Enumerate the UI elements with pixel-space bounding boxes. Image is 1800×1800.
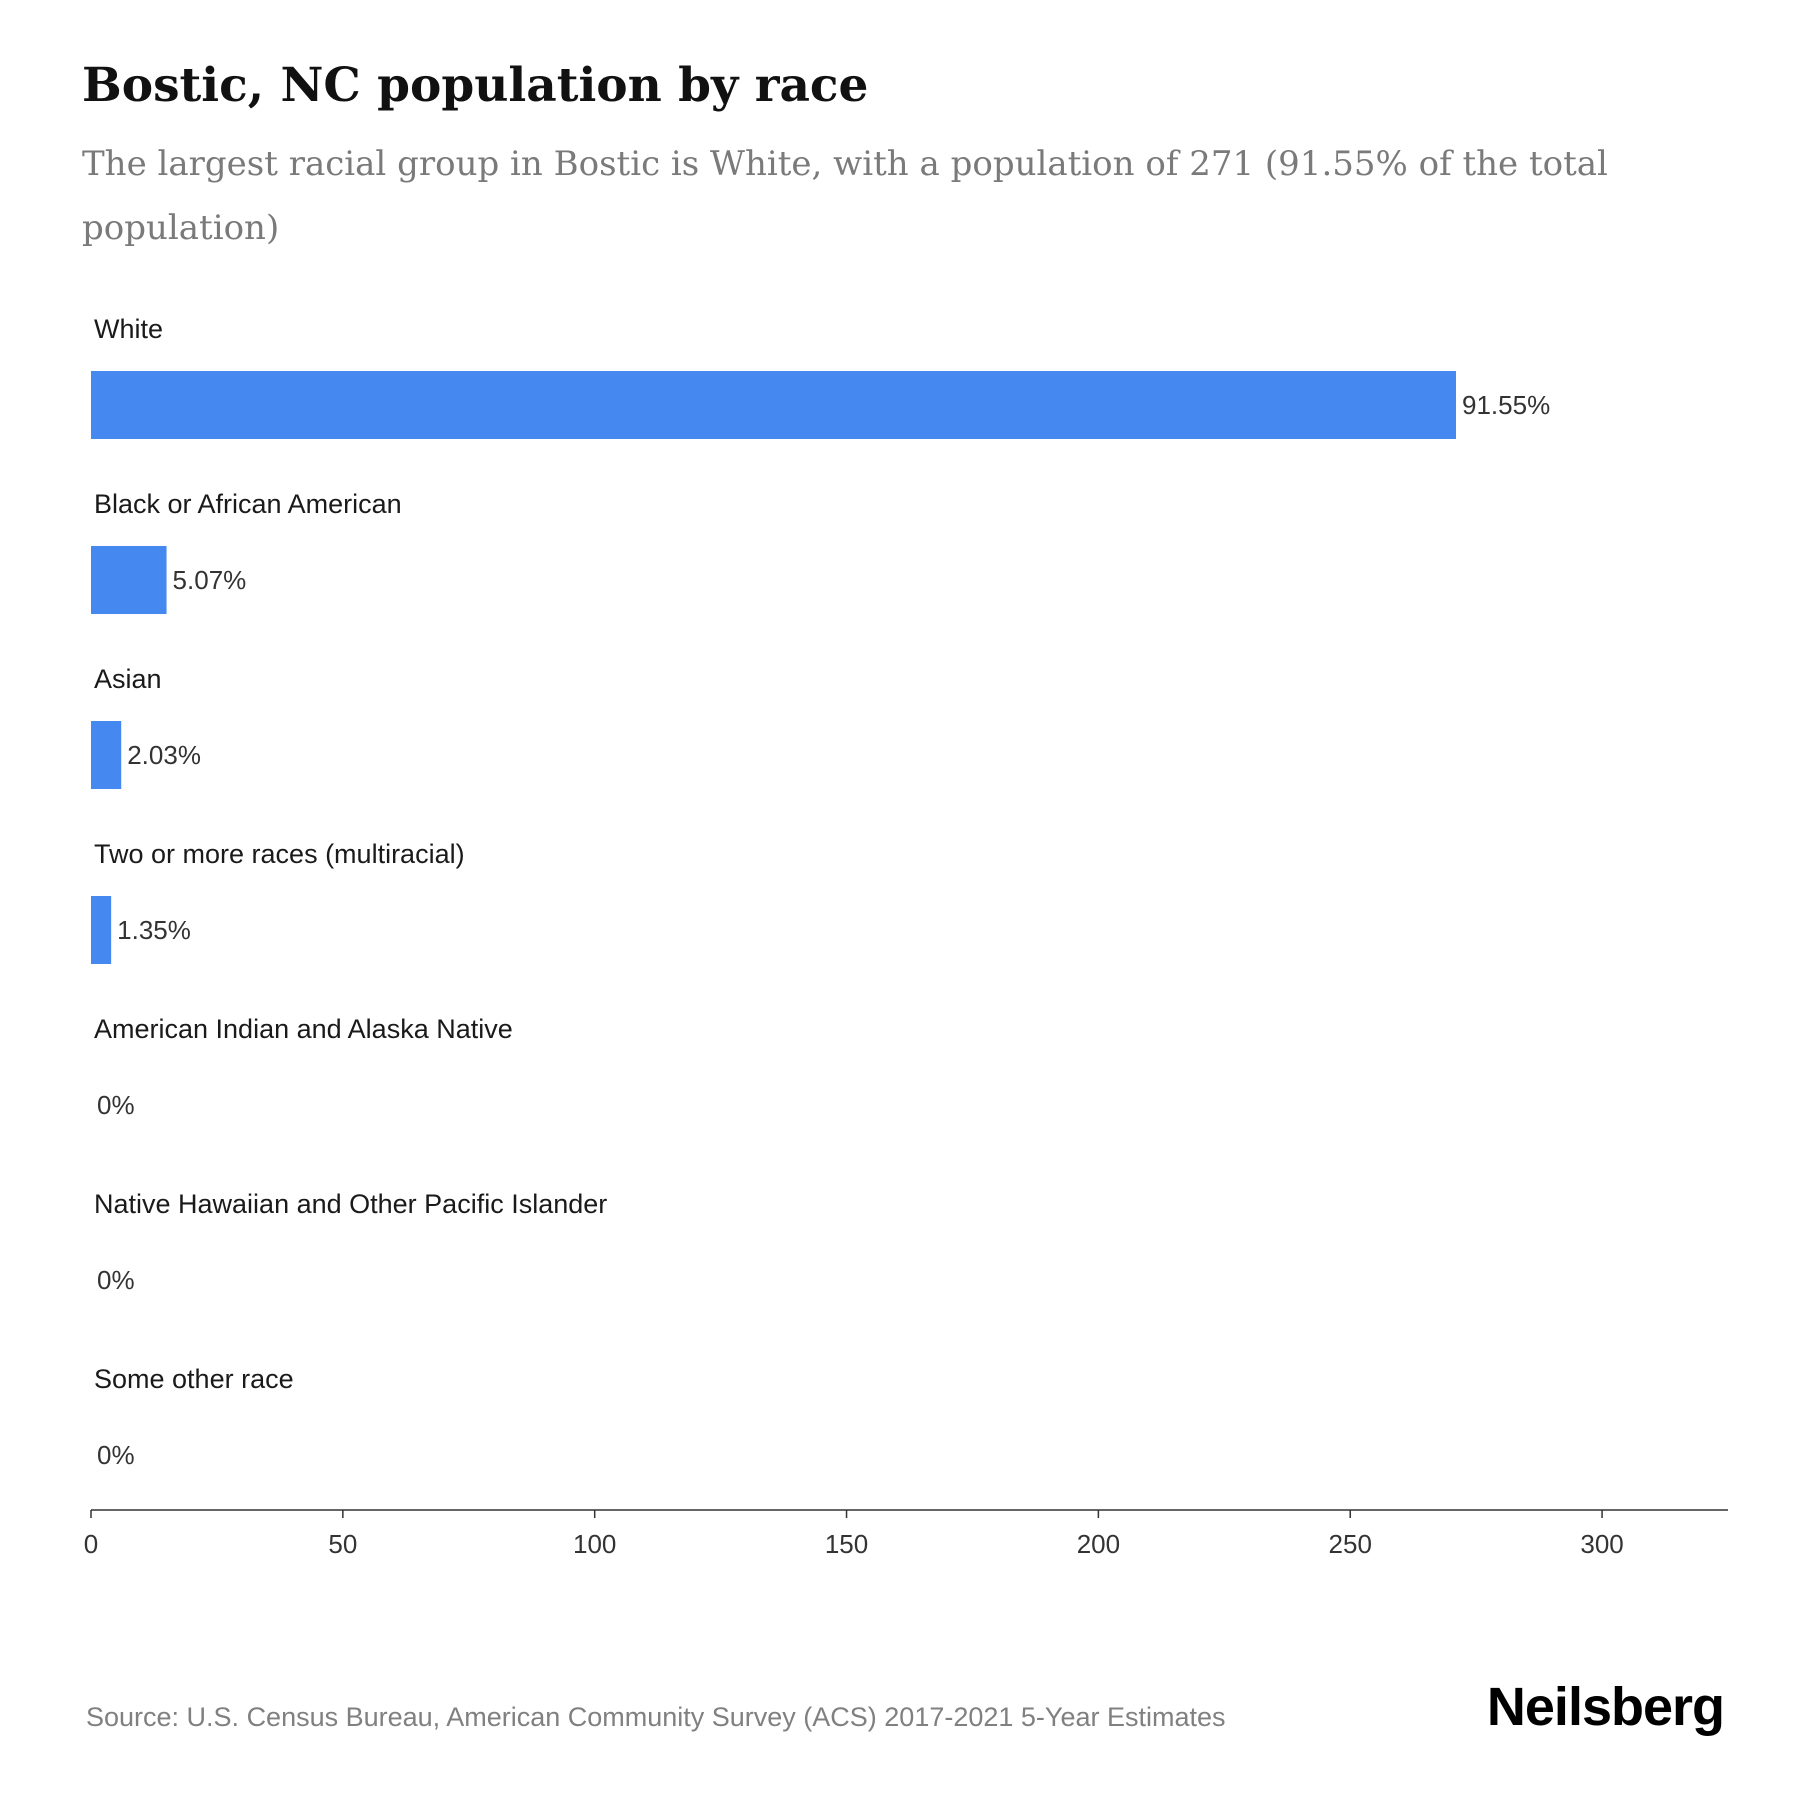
x-tick-label: 0 bbox=[84, 1529, 98, 1559]
x-tick-label: 250 bbox=[1329, 1529, 1372, 1559]
chart-subtitle: The largest racial group in Bostic is Wh… bbox=[82, 144, 1608, 248]
category-label: Two or more races (multiracial) bbox=[94, 839, 465, 869]
data-label: 91.55% bbox=[1462, 390, 1550, 420]
x-tick-label: 50 bbox=[328, 1529, 357, 1559]
data-label: 0% bbox=[97, 1090, 135, 1120]
data-label: 5.07% bbox=[173, 565, 247, 595]
data-label: 2.03% bbox=[127, 740, 201, 770]
category-label: Asian bbox=[94, 664, 162, 694]
x-tick-label: 300 bbox=[1580, 1529, 1623, 1559]
bar bbox=[91, 371, 1457, 439]
x-tick-label: 200 bbox=[1077, 1529, 1120, 1559]
category-label: Black or African American bbox=[94, 489, 402, 519]
bar bbox=[91, 896, 112, 964]
x-tick-label: 100 bbox=[573, 1529, 616, 1559]
data-label: 0% bbox=[97, 1265, 135, 1295]
source-note: Source: U.S. Census Bureau, American Com… bbox=[86, 1702, 1226, 1732]
data-label: 1.35% bbox=[117, 915, 191, 945]
neilsberg-logo: Neilsberg bbox=[1486, 1677, 1725, 1737]
category-label: Some other race bbox=[94, 1364, 294, 1394]
chart-title: Bostic, NC population by race bbox=[82, 58, 869, 113]
category-label: American Indian and Alaska Native bbox=[94, 1014, 513, 1044]
bar bbox=[91, 546, 167, 614]
bar bbox=[91, 721, 122, 789]
category-label: Native Hawaiian and Other Pacific Island… bbox=[94, 1189, 607, 1219]
data-label: 0% bbox=[97, 1440, 135, 1470]
x-tick-label: 150 bbox=[825, 1529, 868, 1559]
category-label: White bbox=[94, 314, 163, 344]
